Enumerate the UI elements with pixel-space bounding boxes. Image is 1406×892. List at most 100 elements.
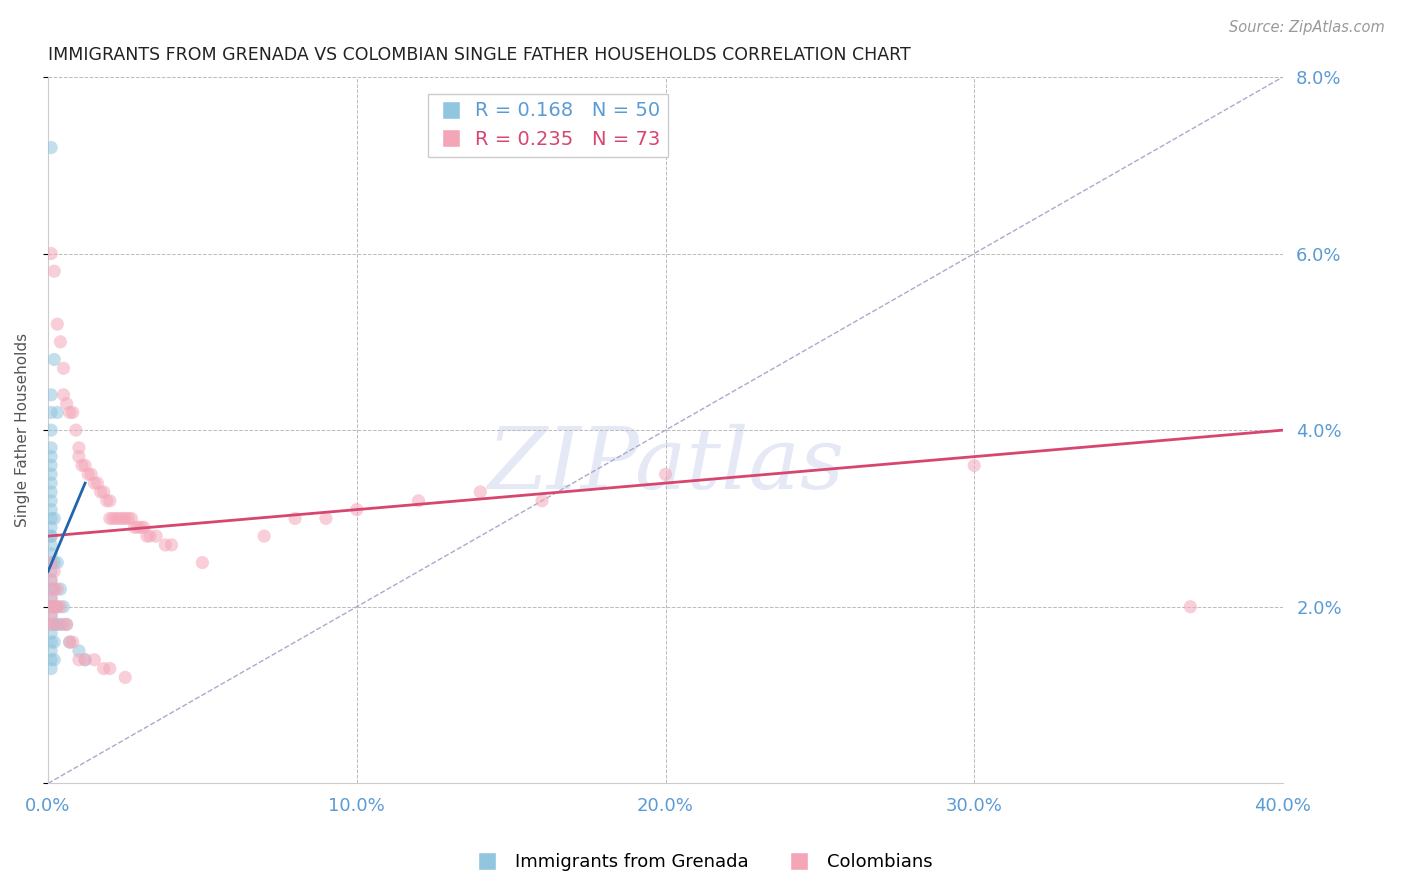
Point [39, 653, 62, 667]
Point [654, 467, 676, 482]
Point [52, 599, 75, 614]
Point [98, 511, 121, 525]
Point [39, 617, 62, 632]
Point [39, 423, 62, 437]
Point [129, 520, 152, 534]
Point [93, 662, 115, 676]
Point [39, 591, 62, 605]
Point [75, 653, 97, 667]
Point [39, 626, 62, 640]
Point [111, 511, 134, 525]
Point [67, 441, 90, 455]
Point [160, 538, 183, 552]
Point [49, 599, 72, 614]
Point [346, 502, 368, 516]
Point [44, 582, 66, 596]
Point [1180, 599, 1202, 614]
Text: IMMIGRANTS FROM GRENADA VS COLOMBIAN SINGLE FATHER HOUSEHOLDS CORRELATION CHART: IMMIGRANTS FROM GRENADA VS COLOMBIAN SIN… [48, 46, 911, 64]
Point [39, 599, 62, 614]
Point [98, 493, 121, 508]
Point [132, 520, 155, 534]
Point [75, 458, 97, 473]
Point [39, 485, 62, 500]
Point [39, 502, 62, 516]
Point [39, 644, 62, 658]
Point [46, 556, 69, 570]
Point [145, 529, 167, 543]
Point [39, 467, 62, 482]
Point [39, 538, 62, 552]
Point [408, 493, 430, 508]
Point [39, 608, 62, 623]
Point [98, 662, 121, 676]
Point [59, 405, 82, 419]
Point [39, 388, 62, 402]
Point [39, 520, 62, 534]
Point [139, 529, 162, 543]
Point [44, 511, 66, 525]
Point [77, 467, 100, 482]
Point [59, 635, 82, 649]
Legend: R = 0.168   N = 50, R = 0.235   N = 73: R = 0.168 N = 50, R = 0.235 N = 73 [429, 94, 668, 157]
Point [44, 556, 66, 570]
Point [83, 653, 105, 667]
Point [191, 556, 214, 570]
Point [46, 599, 69, 614]
Point [49, 617, 72, 632]
Text: Source: ZipAtlas.com: Source: ZipAtlas.com [1229, 20, 1385, 35]
Point [101, 511, 124, 525]
Point [46, 405, 69, 419]
Y-axis label: Single Father Households: Single Father Households [15, 333, 30, 527]
Point [70, 458, 93, 473]
Point [90, 485, 112, 500]
Point [124, 520, 146, 534]
Point [62, 405, 84, 419]
Point [39, 582, 62, 596]
Point [963, 458, 986, 473]
Point [39, 441, 62, 455]
Point [46, 599, 69, 614]
Point [39, 635, 62, 649]
Point [531, 493, 554, 508]
Point [315, 511, 337, 525]
Point [39, 450, 62, 464]
Point [114, 670, 136, 684]
Point [39, 591, 62, 605]
Point [39, 476, 62, 491]
Point [44, 582, 66, 596]
Point [86, 476, 108, 491]
Point [93, 485, 115, 500]
Point [96, 493, 118, 508]
Point [44, 617, 66, 632]
Point [44, 352, 66, 367]
Point [46, 317, 69, 331]
Point [49, 582, 72, 596]
Point [46, 617, 69, 632]
Point [67, 450, 90, 464]
Point [83, 476, 105, 491]
Point [44, 599, 66, 614]
Point [44, 599, 66, 614]
Point [39, 617, 62, 632]
Point [39, 529, 62, 543]
Point [67, 653, 90, 667]
Point [470, 485, 492, 500]
Point [39, 662, 62, 676]
Point [49, 334, 72, 349]
Point [284, 511, 307, 525]
Point [52, 388, 75, 402]
Point [39, 574, 62, 588]
Point [39, 458, 62, 473]
Point [55, 397, 77, 411]
Point [44, 653, 66, 667]
Point [67, 644, 90, 658]
Point [39, 556, 62, 570]
Point [65, 423, 87, 437]
Point [44, 264, 66, 278]
Point [80, 467, 103, 482]
Point [39, 547, 62, 561]
Point [55, 617, 77, 632]
Point [117, 511, 139, 525]
Point [104, 511, 127, 525]
Point [108, 511, 131, 525]
